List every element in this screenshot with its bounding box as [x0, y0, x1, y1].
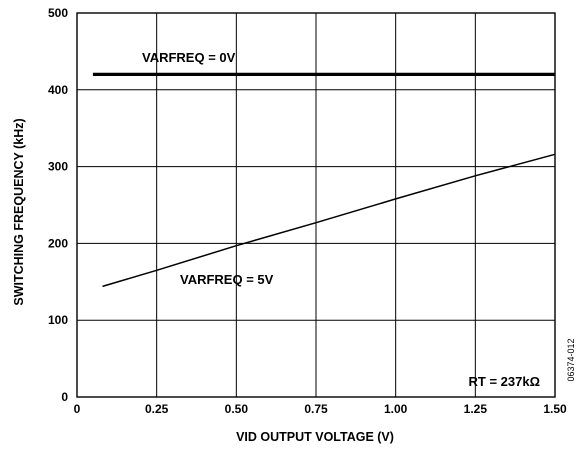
y-tick-label: 400	[48, 83, 68, 97]
grid-lines	[76, 12, 556, 398]
y-tick-label: 100	[48, 313, 68, 327]
series-line-1	[102, 153, 556, 288]
x-axis-title: VID OUTPUT VOLTAGE (V)	[236, 430, 394, 444]
x-tick-label: 0.75	[304, 402, 328, 416]
y-tick-label: 0	[61, 390, 68, 404]
figure-id: 06374-012	[566, 338, 576, 381]
x-tick-label: 1.00	[384, 402, 408, 416]
y-tick-labels: 0 100 200 300 400 500	[48, 6, 68, 404]
y-tick-label: 200	[48, 236, 68, 250]
series-label-varfreq-5v: VARFREQ = 5V	[180, 272, 274, 287]
x-tick-label: 0	[74, 402, 81, 416]
x-tick-label: 0.25	[145, 402, 169, 416]
x-tick-labels: 0 0.25 0.50 0.75 1.00 1.25 1.50	[74, 402, 567, 416]
rt-annotation: RT = 237kΩ	[469, 374, 541, 389]
series-lines	[92, 72, 556, 288]
x-tick-label: 1.50	[543, 402, 567, 416]
y-axis-title: SWITCHING FREQUENCY (kHz)	[12, 118, 26, 305]
y-tick-label: 300	[48, 160, 68, 174]
x-tick-label: 1.25	[464, 402, 488, 416]
series-label-varfreq-0v: VARFREQ = 0V	[142, 50, 236, 65]
x-tick-label: 0.50	[225, 402, 249, 416]
y-tick-label: 500	[48, 6, 68, 20]
plot-frame	[76, 12, 556, 398]
